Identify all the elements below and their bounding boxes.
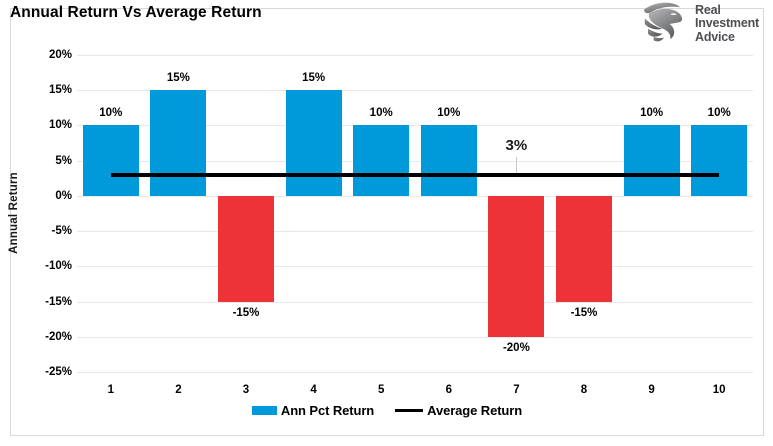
bar-10: [691, 125, 748, 196]
y-tick-label: -10%: [45, 260, 72, 273]
average-label-leader-line: [516, 157, 518, 173]
y-tick-label: -20%: [45, 330, 72, 343]
gridline-0%: [77, 195, 753, 197]
x-tick-label: 9: [648, 384, 655, 396]
data-label-2: 15%: [166, 72, 190, 85]
y-tick-label: 0%: [55, 189, 72, 202]
brand-line-1: Real: [695, 2, 721, 17]
x-tick-label: 4: [310, 384, 317, 396]
legend: Ann Pct Return Average Return: [10, 403, 764, 418]
legend-label: Ann Pct Return: [280, 403, 375, 418]
gridline-10%: [77, 125, 753, 127]
data-label-10: 10%: [707, 107, 731, 120]
data-label-9: 10%: [640, 107, 664, 120]
data-label-1: 10%: [99, 107, 123, 120]
data-label-6: 10%: [437, 107, 461, 120]
gridline--5%: [77, 231, 753, 233]
y-tick-label: 5%: [55, 154, 72, 167]
brand-line-2: Investment: [695, 16, 759, 31]
legend-item-ann-pct-return: Ann Pct Return: [251, 403, 375, 418]
legend-line-swatch-icon: [395, 408, 424, 413]
y-tick-label: -15%: [45, 295, 72, 308]
gridline--20%: [77, 336, 753, 338]
bar-4: [285, 90, 342, 196]
gridline--15%: [77, 301, 753, 303]
data-label-3: -15%: [232, 306, 260, 319]
legend-label: Average Return: [427, 403, 523, 418]
average-value-label: 3%: [505, 137, 528, 154]
bar-9: [623, 125, 680, 196]
brand-logo: Real Investment Advice: [638, 0, 759, 48]
legend-bar-swatch-icon: [251, 406, 277, 415]
bar-1: [82, 125, 139, 196]
x-tick-label: 7: [513, 384, 520, 396]
gridline--10%: [77, 266, 753, 268]
gridline-15%: [77, 90, 753, 92]
x-tick-label: 2: [175, 384, 182, 396]
gridline-5%: [77, 160, 753, 162]
chart-frame: [10, 8, 764, 436]
data-label-8: -15%: [570, 306, 598, 319]
y-tick-label: 10%: [48, 119, 72, 132]
gridline-20%: [77, 55, 753, 56]
x-tick-label: 10: [712, 384, 726, 396]
x-tick-label: 6: [445, 384, 452, 396]
x-tick-label: 8: [580, 384, 588, 396]
x-tick-label: 1: [107, 384, 114, 396]
data-label-4: 15%: [302, 72, 326, 85]
legend-item-average-return: Average Return: [395, 403, 522, 418]
y-tick-label: 15%: [48, 84, 72, 97]
bar-6: [420, 125, 477, 196]
bar-8: [556, 195, 612, 302]
average-return-line: [110, 173, 720, 177]
chart-title: Annual Return Vs Average Return: [10, 4, 262, 21]
data-label-5: 10%: [369, 107, 393, 120]
brand-name: Real Investment Advice: [695, 2, 759, 45]
x-tick-label: 5: [377, 384, 385, 396]
x-tick-label: 3: [242, 384, 250, 396]
bar-7: [488, 195, 545, 337]
bar-2: [150, 90, 207, 196]
data-label-7: -20%: [502, 341, 530, 354]
bar-3: [218, 195, 274, 302]
y-tick-label: 20%: [48, 49, 72, 61]
bar-5: [353, 125, 410, 196]
eagle-icon: [644, 2, 683, 42]
brand-line-3: Advice: [695, 29, 735, 44]
y-tick-label: -25%: [45, 366, 72, 378]
y-tick-label: -5%: [51, 225, 72, 238]
gridline--25%: [77, 372, 753, 373]
